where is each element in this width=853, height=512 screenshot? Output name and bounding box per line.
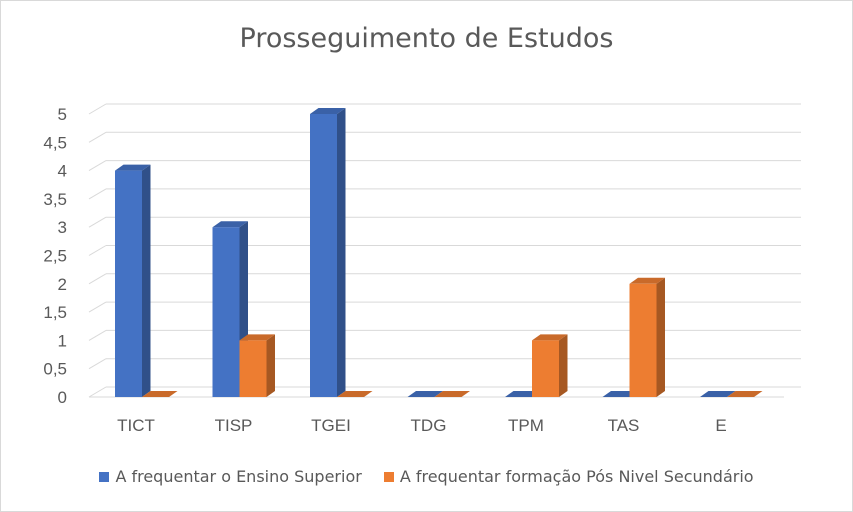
y-tick-label: 0,5 [43, 360, 67, 379]
y-tick-label: 0 [58, 388, 67, 407]
y-tick-label: 3,5 [43, 190, 67, 209]
chart-legend: A frequentar o Ensino Superior A frequen… [1, 467, 852, 486]
bar [700, 391, 736, 397]
bar [115, 164, 151, 397]
gridline-wall [88, 216, 107, 228]
y-tick-label: 2,5 [43, 247, 67, 266]
gridline-wall [88, 188, 107, 200]
legend-swatch-blue [99, 471, 110, 482]
x-tick-label: E [715, 416, 726, 435]
y-tick-label: 2 [58, 275, 67, 294]
gridline-wall [88, 329, 107, 341]
bar [532, 334, 568, 397]
bar [727, 391, 763, 397]
bar [407, 391, 443, 397]
y-tick-label: 4 [58, 162, 67, 181]
x-tick-label: TICT [117, 416, 155, 435]
gridline-wall [88, 131, 107, 143]
x-tick-label: TGEI [311, 416, 351, 435]
x-tick-label: TDG [411, 416, 447, 435]
legend-label-ensino-superior: A frequentar o Ensino Superior [115, 467, 362, 486]
legend-item-pos-secundario: A frequentar formação Pós Nivel Secundár… [383, 467, 754, 486]
y-tick-label: 4,5 [43, 133, 67, 152]
bar [142, 391, 178, 397]
bar [337, 391, 373, 397]
gridline-wall [88, 386, 107, 398]
y-tick-label: 3 [58, 218, 67, 237]
gridline-wall [88, 273, 107, 285]
gridline-wall [88, 103, 107, 115]
bar [602, 391, 638, 397]
legend-swatch-orange [383, 471, 394, 482]
chart-title: Prosseguimento de Estudos [239, 23, 614, 54]
gridline-wall [88, 301, 107, 313]
x-tick-label: TAS [608, 416, 640, 435]
x-tick-label: TISP [215, 416, 253, 435]
bar [505, 391, 541, 397]
bar [434, 391, 470, 397]
legend-label-pos-secundario: A frequentar formação Pós Nivel Secundár… [399, 467, 754, 486]
bar [629, 277, 665, 397]
y-tick-label: 1 [58, 331, 67, 350]
bar [239, 334, 275, 397]
y-tick-label: 1,5 [43, 303, 67, 322]
bar [310, 108, 346, 397]
gridline-wall [88, 245, 107, 256]
gridline-wall [88, 160, 107, 172]
y-tick-label: 5 [58, 105, 67, 124]
x-tick-label: TPM [508, 416, 544, 435]
gridline-wall [88, 358, 107, 370]
legend-item-ensino-superior: A frequentar o Ensino Superior [99, 467, 362, 486]
